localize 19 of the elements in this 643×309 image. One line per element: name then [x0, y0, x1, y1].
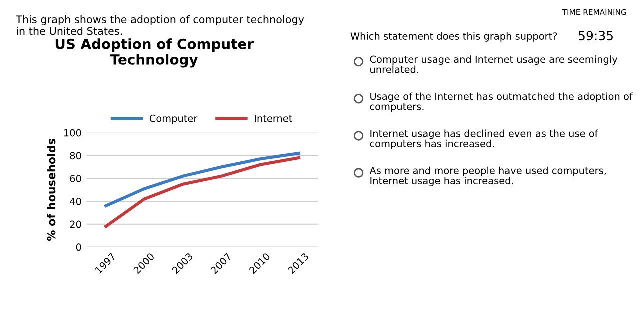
- text: Computer usage and Internet usage are seemingly unrelated.: [370, 56, 618, 74]
- line-series: [104, 152, 301, 208]
- line-series: [104, 156, 301, 228]
- y-tick-label: 80: [70, 152, 82, 160]
- text: This graph shows the adoption of computer technology in the United States.: [16, 15, 304, 36]
- legend-label: Internet: [255, 115, 292, 122]
- legend-label: Computer: [150, 114, 198, 124]
- y-tick-label: 60: [70, 175, 82, 182]
- y-tick-label: 40: [70, 198, 82, 206]
- y-tick-label: 0: [76, 244, 82, 252]
- text: Which statement does this graph support?: [350, 32, 558, 42]
- text: 59:35: [579, 31, 613, 41]
- text: Internet usage has declined even as the use of computers has increased.: [370, 130, 598, 150]
- chart-title: US Adoption of Computer Technology: [56, 38, 254, 68]
- text: Usage of the Internet has outmatched the adoption of computers.: [370, 92, 634, 112]
- y-tick-label: 100: [64, 129, 82, 137]
- y-tick-label: 20: [70, 220, 82, 228]
- text: As more and more people have used computers, Internet usage has increased.: [370, 166, 606, 186]
- y-axis-title: % of households: [47, 139, 56, 242]
